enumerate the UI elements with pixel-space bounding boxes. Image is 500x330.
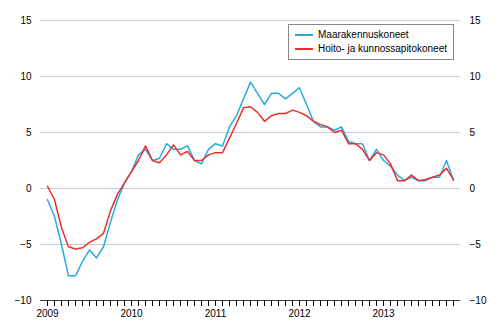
svg-text:10: 10 <box>20 71 32 82</box>
svg-text:5: 5 <box>26 127 32 138</box>
svg-text:2012: 2012 <box>288 308 311 319</box>
svg-text:−5: −5 <box>470 239 482 250</box>
svg-text:15: 15 <box>470 15 482 26</box>
svg-text:−10: −10 <box>15 295 32 306</box>
svg-text:2010: 2010 <box>120 308 143 319</box>
html-text:Maarakennuskoneet: Maarakennuskoneet <box>318 29 409 40</box>
svg-text:0: 0 <box>26 183 32 194</box>
svg-text:2011: 2011 <box>205 308 227 319</box>
svg-text:0: 0 <box>470 183 476 194</box>
svg-text:15: 15 <box>20 15 32 26</box>
svg-text:2013: 2013 <box>372 308 395 319</box>
svg-text:−5: −5 <box>20 239 32 250</box>
html-text:Hoito- ja kunnossapitokoneet: Hoito- ja kunnossapitokoneet <box>318 43 447 54</box>
svg-text:10: 10 <box>470 71 482 82</box>
svg-text:2009: 2009 <box>36 308 59 319</box>
svg-text:−10: −10 <box>470 295 487 306</box>
svg-text:5: 5 <box>470 127 476 138</box>
